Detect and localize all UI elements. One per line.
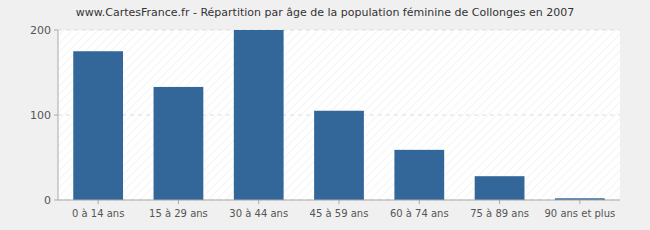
grid-line xyxy=(58,30,620,31)
x-tick-label: 60 à 74 ans xyxy=(390,208,449,219)
title: www.CartesFrance.fr - Répartition par âg… xyxy=(76,6,574,19)
y-tick-label: 200 xyxy=(30,24,51,37)
plot-area xyxy=(58,30,620,200)
chart-svg: www.CartesFrance.fr - Répartition par âg… xyxy=(0,0,650,230)
bar xyxy=(314,111,364,200)
x-tick-label: 75 à 89 ans xyxy=(470,208,529,219)
x-tick xyxy=(499,200,500,204)
y-tick xyxy=(54,115,58,116)
x-tick xyxy=(178,200,179,204)
x-tick-label: 0 à 14 ans xyxy=(72,208,124,219)
y-tick-label: 0 xyxy=(44,194,51,207)
chart: www.CartesFrance.fr - Répartition par âg… xyxy=(0,0,650,230)
bar xyxy=(394,150,444,200)
bar xyxy=(234,30,284,200)
bar xyxy=(154,87,204,200)
y-tick xyxy=(54,30,58,31)
x-tick xyxy=(258,200,259,204)
background xyxy=(0,0,650,230)
x-tick-label: 90 ans et plus xyxy=(545,208,616,219)
y-tick-label: 100 xyxy=(30,109,51,122)
bar xyxy=(73,51,123,200)
x-tick-label: 30 à 44 ans xyxy=(229,208,288,219)
x-tick-label: 15 à 29 ans xyxy=(149,208,208,219)
x-tick xyxy=(419,200,420,204)
x-tick-label: 45 à 59 ans xyxy=(310,208,369,219)
y-axis xyxy=(58,30,59,200)
bars xyxy=(73,30,604,200)
bar xyxy=(475,176,525,200)
y-tick xyxy=(54,200,58,201)
x-tick xyxy=(579,200,580,204)
x-tick xyxy=(339,200,340,204)
x-tick xyxy=(98,200,99,204)
